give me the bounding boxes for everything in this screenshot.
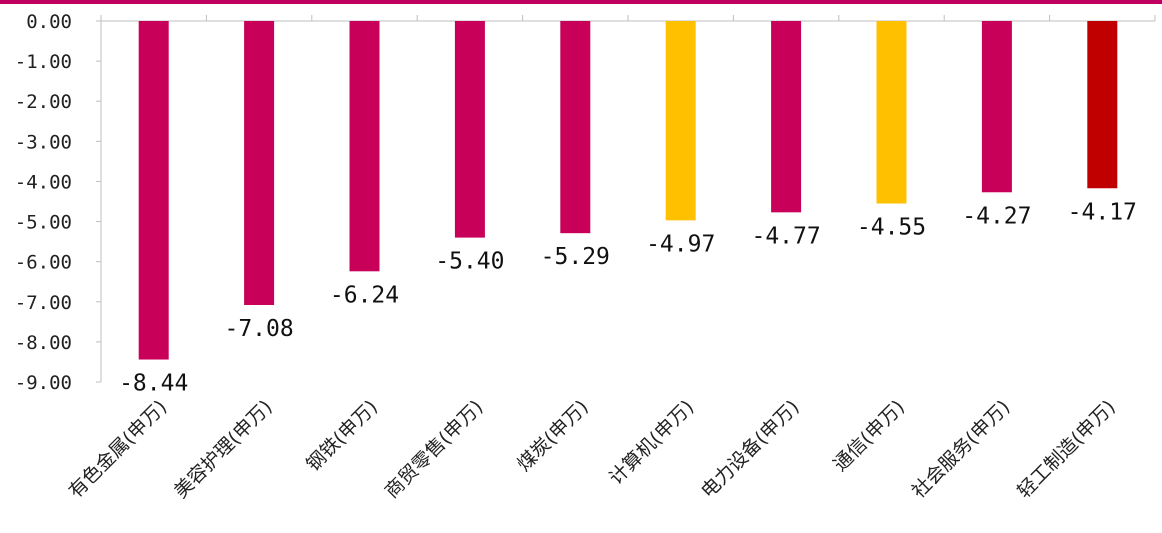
data-label: -4.17: [1068, 199, 1137, 225]
bar: [560, 21, 591, 234]
y-tick-label: -7.00: [15, 292, 72, 314]
y-tick-label: 0.00: [26, 11, 72, 33]
category-labels: 有色金属(申万)美容护理(申万) 钢铁(申万)商贸零售(申万) 煤炭(申万) 计算机(…: [65, 396, 1120, 503]
category-label: 有色金属(申万): [65, 396, 172, 503]
y-axis: 0.00 -1.00 -2.00 -3.00 -4.00 -5.00 -6.00 -7.00 -…: [15, 11, 102, 394]
data-label: -4.27: [962, 203, 1031, 229]
category-label: 计算机(申万): [605, 396, 698, 489]
bar: [771, 21, 802, 213]
data-label: -4.55: [857, 215, 926, 241]
y-tick-label: -4.00: [15, 171, 72, 193]
category-label: 通信(申万): [829, 396, 909, 476]
y-tick-label: -8.00: [15, 332, 72, 354]
data-labels: -8.44 -7.08 -6.24 -5.40 -5.29 -4.97 -4.77 -4.55…: [119, 199, 1137, 396]
data-label: -7.08: [224, 316, 293, 342]
category-label: 美容护理(申万): [170, 396, 277, 503]
data-label: -4.97: [646, 231, 715, 257]
y-tick-label: -6.00: [15, 252, 72, 274]
data-label: -5.40: [435, 249, 504, 275]
bar: [349, 21, 380, 272]
category-label: 钢铁(申万): [302, 396, 382, 476]
category-label: 轻工制造(申万): [1013, 396, 1120, 503]
y-tick-label: -5.00: [15, 212, 72, 234]
y-tick-label: -2.00: [15, 91, 72, 113]
bar: [138, 21, 169, 360]
bar: [1087, 21, 1118, 189]
data-label: -5.29: [541, 244, 610, 270]
data-label: -4.77: [751, 223, 820, 249]
bar: [876, 21, 907, 204]
y-tick-label: -3.00: [15, 131, 72, 153]
category-label: 社会服务(申万): [908, 396, 1015, 503]
bar: [665, 21, 696, 221]
bar: [244, 21, 275, 305]
bars: [138, 21, 1118, 360]
data-label: -8.44: [119, 371, 188, 397]
category-label: 商贸零售(申万): [381, 396, 488, 503]
y-tick-label: -1.00: [15, 51, 72, 73]
x-axis: [100, 15, 1156, 22]
bar: [981, 21, 1012, 193]
top-accent-line: [0, 0, 1162, 4]
y-tick-label: -9.00: [15, 372, 72, 394]
bar: [454, 21, 485, 238]
category-label: 电力设备(申万): [697, 396, 804, 503]
data-label: -6.24: [330, 282, 399, 308]
category-label: 煤炭(申万): [513, 396, 593, 476]
